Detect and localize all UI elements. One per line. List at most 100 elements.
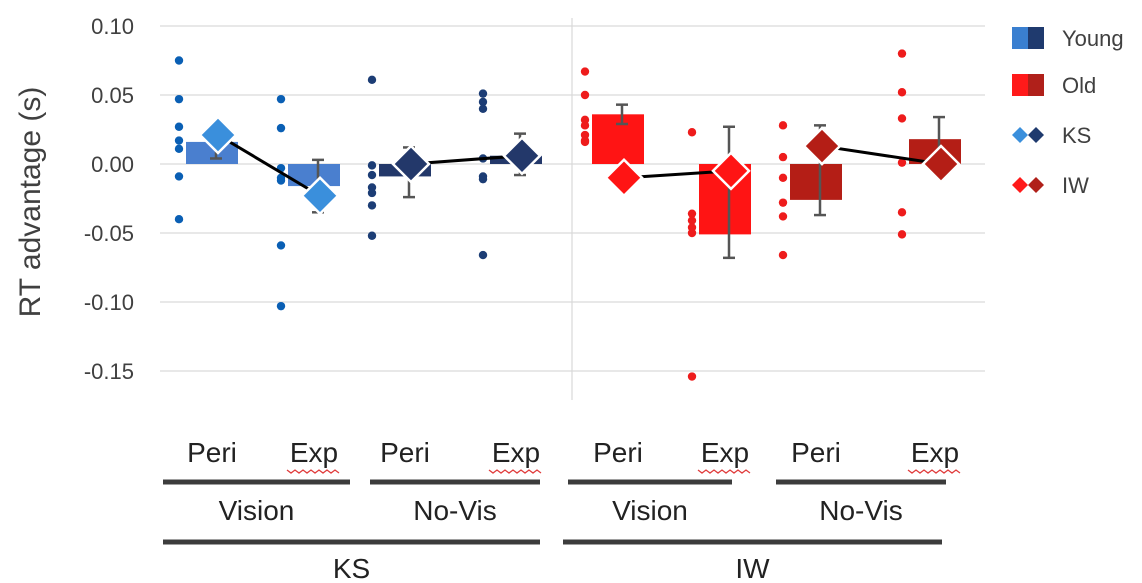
y-axis-label: RT advantage (s) bbox=[14, 87, 47, 318]
mean-diamond bbox=[502, 135, 542, 176]
legend-diamond bbox=[1012, 127, 1028, 143]
data-point bbox=[778, 121, 788, 130]
legend-swatch bbox=[1012, 74, 1028, 96]
legend-swatch bbox=[1012, 27, 1028, 49]
bar bbox=[288, 164, 340, 187]
mean-diamond bbox=[921, 144, 961, 184]
category-labels: Peri Exp Peri Exp Peri Exp Peri Exp Vision No-Vis… bbox=[163, 437, 961, 583]
legend-label: Old bbox=[1062, 73, 1096, 98]
data-point bbox=[174, 94, 184, 104]
y-axis-ticks: 0.10 0.05 0.00 -0.05 -0.10 -0.15 bbox=[84, 14, 134, 384]
data-point bbox=[276, 123, 286, 133]
data-point bbox=[174, 144, 184, 154]
subject-label: IW bbox=[735, 553, 770, 583]
data-point bbox=[174, 122, 184, 131]
mean-diamonds bbox=[198, 115, 961, 216]
category-label: Exp bbox=[290, 437, 338, 468]
data-point bbox=[367, 188, 377, 198]
data-point bbox=[778, 250, 788, 260]
data-point bbox=[367, 170, 377, 180]
mean-diamond bbox=[711, 151, 751, 191]
category-label: Peri bbox=[380, 437, 430, 468]
data-point bbox=[897, 88, 907, 97]
connector-line bbox=[821, 144, 942, 166]
y-axis-label-group: RT advantage (s) bbox=[14, 87, 47, 318]
category-label: Exp bbox=[492, 437, 540, 468]
category-label: Peri bbox=[593, 437, 643, 468]
data-point bbox=[897, 230, 907, 239]
data-point bbox=[478, 250, 488, 260]
data-point bbox=[276, 241, 286, 250]
subject-label: KS bbox=[333, 553, 370, 583]
data-point bbox=[276, 176, 286, 185]
spellcheck-underline bbox=[907, 469, 961, 474]
data-point bbox=[174, 56, 184, 65]
mean-diamond bbox=[391, 144, 431, 184]
data-point bbox=[687, 372, 697, 381]
spellcheck-underline bbox=[697, 469, 751, 474]
y-tick-label: 0.05 bbox=[91, 83, 134, 108]
condition-label: Vision bbox=[219, 495, 295, 526]
data-point bbox=[687, 216, 697, 225]
data-point bbox=[778, 212, 788, 221]
data-point bbox=[478, 174, 488, 184]
data-point bbox=[367, 75, 377, 85]
mean-diamond bbox=[802, 126, 842, 166]
bar bbox=[592, 114, 644, 164]
data-point bbox=[478, 89, 488, 98]
grid-lines bbox=[160, 18, 985, 400]
y-tick-label: -0.10 bbox=[84, 290, 134, 315]
spellcheck-underline bbox=[286, 469, 340, 474]
spellcheck-underline bbox=[488, 469, 542, 474]
data-point bbox=[580, 137, 590, 147]
legend-swatch bbox=[1028, 27, 1044, 49]
legend-diamond bbox=[1028, 177, 1044, 193]
data-point bbox=[367, 161, 377, 170]
scatter-points bbox=[174, 49, 907, 381]
data-point bbox=[687, 209, 697, 218]
data-point bbox=[174, 172, 184, 181]
data-point bbox=[276, 301, 286, 311]
data-point bbox=[367, 201, 377, 210]
data-point bbox=[276, 94, 286, 104]
condition-label: No-Vis bbox=[819, 495, 903, 526]
connector-line bbox=[217, 133, 321, 198]
data-point bbox=[367, 231, 377, 240]
mean-diamond bbox=[198, 115, 238, 155]
bars bbox=[186, 114, 961, 235]
category-label: Peri bbox=[187, 437, 237, 468]
legend: Young Old KS IW bbox=[1012, 26, 1124, 198]
data-point bbox=[580, 121, 590, 130]
y-tick-label: -0.15 bbox=[84, 359, 134, 384]
legend-diamond bbox=[1028, 127, 1044, 143]
mean-diamond bbox=[604, 158, 644, 198]
legend-swatch bbox=[1028, 74, 1044, 96]
connector-line bbox=[410, 154, 523, 166]
data-point bbox=[897, 49, 907, 58]
legend-diamond bbox=[1012, 177, 1028, 193]
data-point bbox=[778, 173, 788, 182]
y-tick-label: 0.00 bbox=[91, 152, 134, 177]
data-point bbox=[778, 198, 788, 207]
data-point bbox=[580, 90, 590, 100]
data-point bbox=[778, 152, 788, 162]
data-point bbox=[897, 158, 907, 167]
data-point bbox=[897, 114, 907, 123]
data-point bbox=[174, 136, 184, 145]
category-label: Exp bbox=[701, 437, 749, 468]
bar bbox=[790, 164, 842, 200]
data-point bbox=[897, 208, 907, 217]
legend-label: Young bbox=[1062, 26, 1124, 51]
data-point bbox=[580, 67, 590, 76]
category-label: Peri bbox=[791, 437, 841, 468]
mean-diamond bbox=[300, 175, 340, 216]
condition-label: No-Vis bbox=[413, 495, 497, 526]
data-point bbox=[478, 97, 488, 107]
category-label: Exp bbox=[911, 437, 959, 468]
y-tick-label: -0.05 bbox=[84, 221, 134, 246]
data-point bbox=[687, 128, 697, 137]
data-point bbox=[174, 215, 184, 224]
condition-label: Vision bbox=[612, 495, 688, 526]
legend-label: KS bbox=[1062, 123, 1091, 148]
